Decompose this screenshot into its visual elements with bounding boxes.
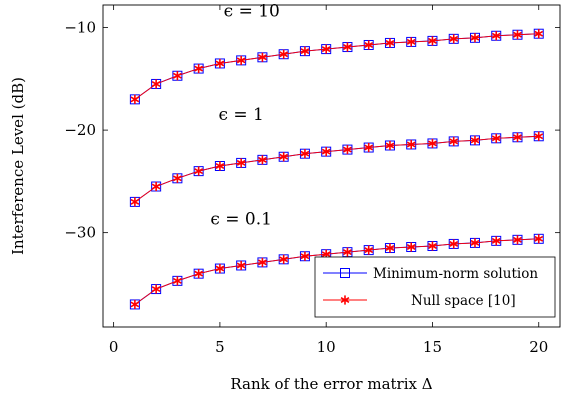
x-tick-label: 20 [529,338,548,356]
legend: Minimum-norm solution Null space [10] [315,257,555,317]
y-tick-label: −20 [64,121,96,139]
data-point [195,269,203,278]
x-tick-label: 10 [317,338,336,356]
data-point [173,71,181,80]
data-point [195,167,203,176]
x-tick-label: 0 [109,338,119,356]
x-axis-label: Rank of the error matrix Δ [230,375,432,393]
series-1 [131,29,543,104]
annotations: ϵ = 10 ϵ = 1 ϵ = 0.1 [210,1,280,229]
data-point [152,79,160,88]
epsilon-annotation: ϵ = 10 [224,1,280,21]
series-2 [130,132,543,207]
legend-label: Minimum-norm solution [373,266,538,282]
data-point [131,197,139,206]
data-point [173,174,181,183]
y-tick-label: −30 [64,224,96,242]
epsilon-annotation: ϵ = 0.1 [210,209,272,229]
y-axis-label: Interference Level (dB) [9,77,27,255]
y-tick-label: −10 [64,19,96,37]
data-point [152,182,160,191]
data-point [152,284,160,293]
data-point [131,95,139,104]
x-tick-label: 5 [215,338,225,356]
series-0 [130,29,543,104]
data-point [131,300,139,309]
epsilon-annotation: ϵ = 1 [218,105,263,125]
data-point [195,64,203,73]
x-tick-label: 15 [423,338,442,356]
legend-label: Null space [10] [411,293,516,309]
data-point [173,276,181,285]
series-3 [131,132,543,207]
